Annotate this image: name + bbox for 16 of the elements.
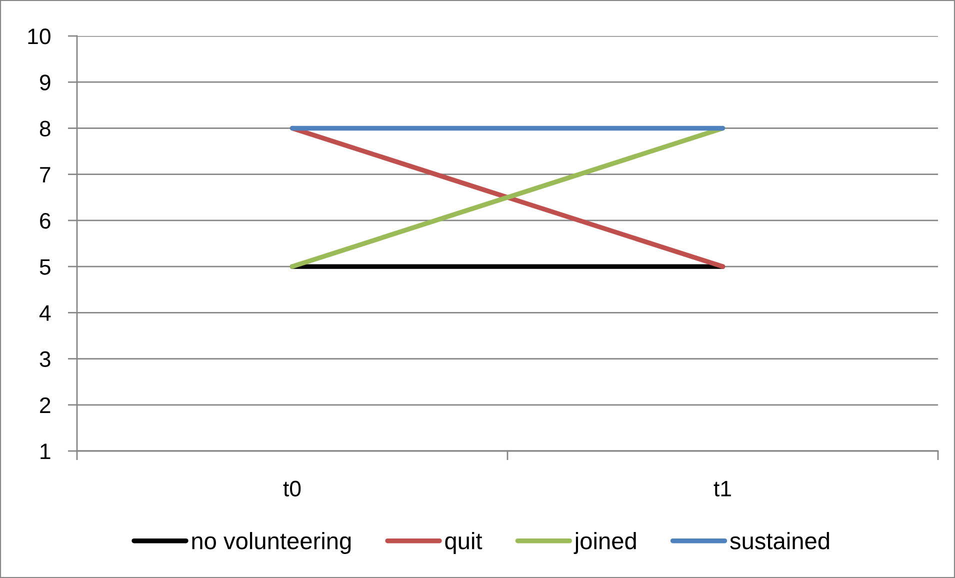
y-tick-label: 4 [39, 305, 51, 321]
y-tick-label: 3 [40, 351, 50, 368]
legend-label: sustained [730, 532, 830, 550]
x-tick-label: t0 [283, 480, 301, 496]
legend-label: quit [445, 532, 482, 554]
legend-label: no volunteering [192, 532, 351, 554]
y-tick-label: 7 [40, 167, 50, 182]
y-tick-label: 8 [40, 120, 50, 136]
y-tick-label: 9 [40, 74, 50, 90]
x-tick-label: t1 [714, 480, 731, 496]
legend-label: joined [574, 532, 636, 554]
y-tick-label: 6 [40, 212, 50, 229]
y-tick-label: 5 [40, 259, 50, 275]
y-tick-label: 2 [40, 397, 50, 413]
y-tick-label: 1 [40, 444, 50, 460]
y-tick-label: 10 [28, 28, 50, 44]
